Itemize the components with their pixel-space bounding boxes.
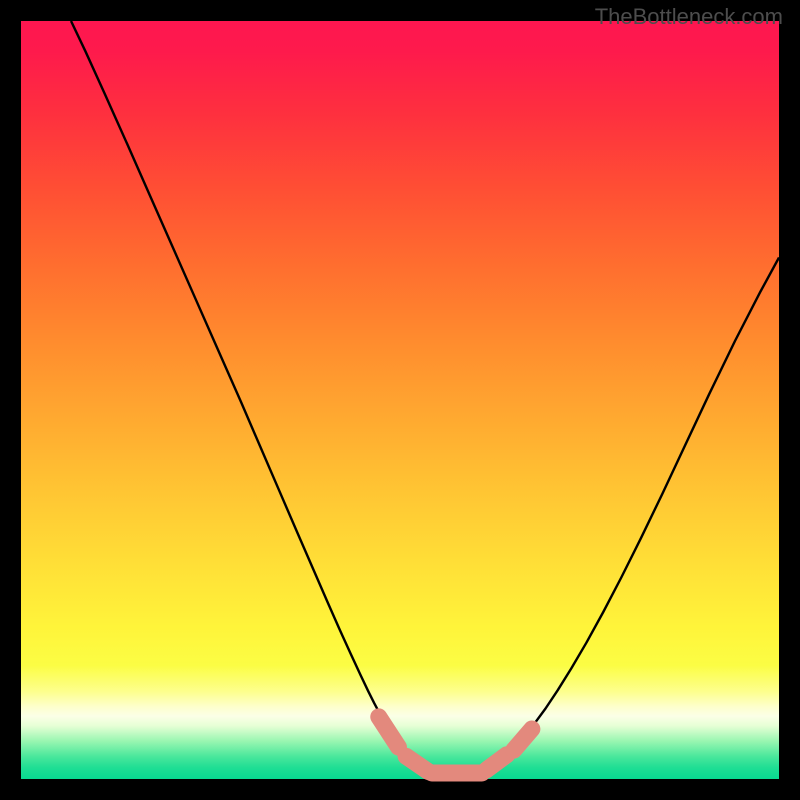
- bottleneck-curve-chart: TheBottleneck.com: [0, 0, 800, 800]
- chart-container: TheBottleneck.com: [0, 0, 800, 800]
- watermark-text: TheBottleneck.com: [595, 4, 783, 29]
- plot-background: [21, 21, 779, 779]
